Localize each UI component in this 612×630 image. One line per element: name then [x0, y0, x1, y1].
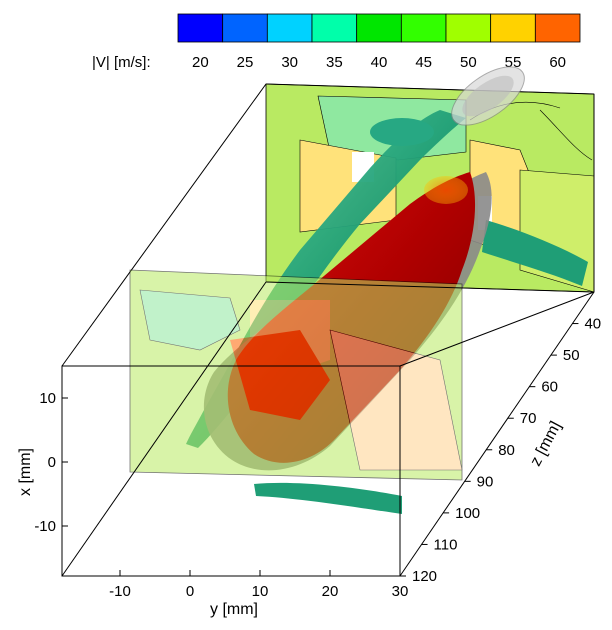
- y-axis-tick-label: 0: [186, 583, 194, 600]
- x-axis: 10 0 -10: [34, 390, 68, 535]
- colorbar-tick-label: 20: [192, 54, 209, 71]
- y-axis: -10 0 10 20 30: [109, 570, 408, 600]
- y-axis-title: y [mm]: [210, 601, 258, 618]
- colorbar-swatch: [266, 13, 313, 43]
- colorbar-swatch: [490, 13, 536, 43]
- secondary-isosurface-fragment: [254, 482, 402, 514]
- colorbar-swatch: [534, 13, 581, 43]
- z-axis-tick-label: 40: [584, 316, 601, 333]
- colorbar-swatch: [400, 13, 447, 43]
- y-axis-tick-label: 30: [392, 583, 409, 600]
- colorbar-swatch: [445, 13, 492, 43]
- z-axis-tick-label: 60: [541, 379, 558, 396]
- x-axis-tick-label: -10: [34, 518, 56, 535]
- x-axis-tick-label: 10: [39, 390, 56, 407]
- z-axis-tick-label: 70: [520, 410, 537, 427]
- colorbar-label: |V| [m/s]:: [92, 54, 151, 71]
- colorbar: |V| [m/s]: 20 25 30 35 40 45 50 55 60: [92, 13, 581, 71]
- y-axis-tick-label: -10: [109, 583, 131, 600]
- z-axis-tick-label: 110: [434, 536, 458, 553]
- colorbar-swatches: [177, 13, 581, 43]
- colorbar-tick-label: 40: [371, 54, 388, 71]
- colorbar-tick-label: 50: [460, 54, 477, 71]
- x-axis-tick-label: 0: [48, 454, 56, 471]
- z-axis-tick-label: 100: [455, 505, 480, 522]
- box-back-edges: [61, 83, 595, 367]
- colorbar-tick-label: 60: [549, 54, 566, 71]
- z-axis-tick-label: 120: [412, 568, 437, 585]
- z-axis-tick-label: 50: [563, 347, 580, 364]
- z-axis-tick-label: 80: [498, 442, 515, 459]
- colorbar-tick-label: 35: [326, 54, 343, 71]
- outer-isosurface-tip: [451, 66, 525, 126]
- box-front-edges: [61, 281, 595, 577]
- colorbar-swatch: [222, 13, 268, 43]
- colorbar-tick-label: 25: [237, 54, 254, 71]
- colorbar-tick-label: 45: [415, 54, 432, 71]
- x-axis-title: x [mm]: [17, 448, 34, 496]
- colorbar-swatch: [356, 13, 402, 43]
- front-contour-plane: [129, 269, 463, 481]
- y-axis-tick-label: 20: [322, 583, 339, 600]
- colorbar-tick-label: 30: [281, 54, 298, 71]
- z-axis-tick-label: 90: [477, 473, 494, 490]
- y-axis-tick-label: 10: [252, 583, 269, 600]
- colorbar-swatch: [177, 13, 224, 43]
- colorbar-swatch: [311, 13, 358, 43]
